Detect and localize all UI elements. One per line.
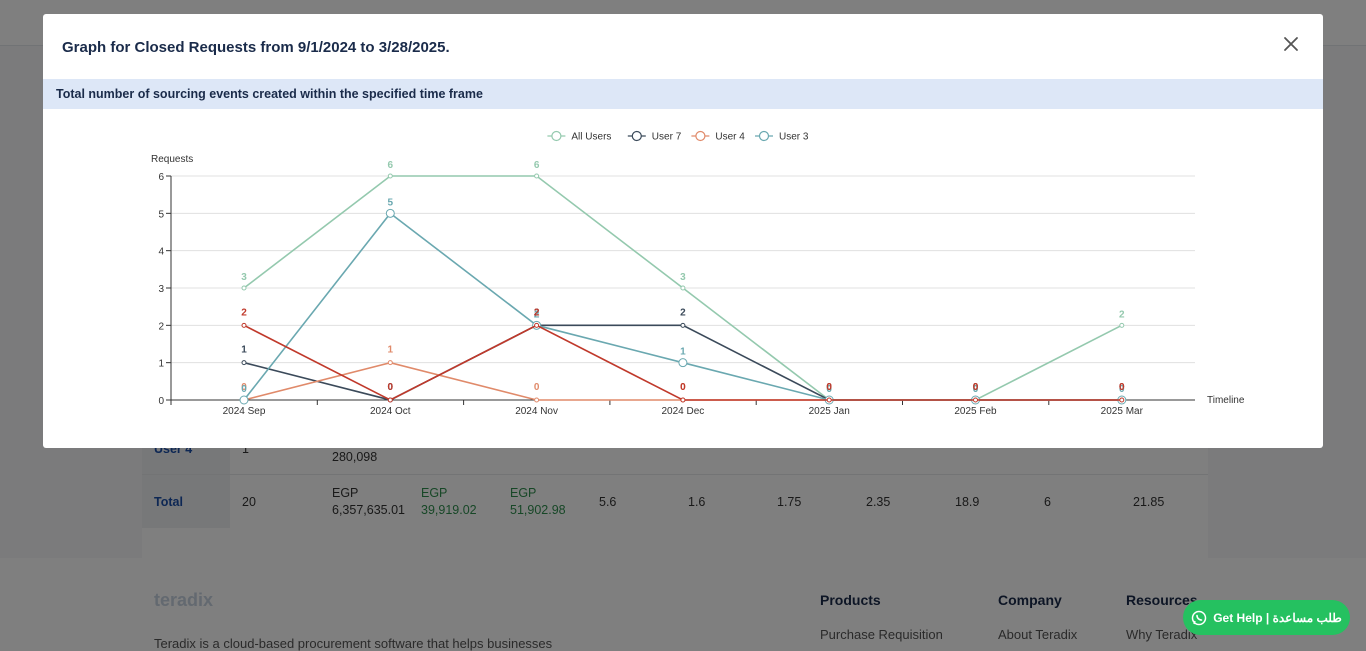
data-point xyxy=(680,397,686,403)
data-label: 6 xyxy=(388,160,394,171)
data-label: 3 xyxy=(241,272,247,283)
data-label: 0 xyxy=(534,382,540,393)
chart-subtitle: Total number of sourcing events created … xyxy=(56,87,483,101)
data-label: 0 xyxy=(680,382,686,393)
y-tick-label: 2 xyxy=(158,321,164,332)
x-tick-label: 2024 Dec xyxy=(661,406,704,417)
data-point xyxy=(680,322,686,328)
data-point xyxy=(534,173,540,179)
data-point xyxy=(826,397,832,403)
data-point xyxy=(241,322,247,328)
legend-label: User 7 xyxy=(652,132,682,143)
data-point xyxy=(680,285,686,291)
data-point xyxy=(387,173,393,179)
y-tick-label: 5 xyxy=(158,209,164,220)
data-point xyxy=(973,397,978,403)
data-label: 2 xyxy=(1119,309,1125,320)
data-point xyxy=(387,360,393,366)
data-label: 2 xyxy=(534,309,540,320)
data-label: 0 xyxy=(1119,382,1125,393)
data-label: 2 xyxy=(241,307,247,318)
data-label: 0 xyxy=(1119,382,1125,393)
data-label: 0 xyxy=(680,382,686,393)
data-label: 0 xyxy=(973,382,979,393)
data-label: 0 xyxy=(241,384,247,395)
data-label: 0 xyxy=(1119,384,1125,395)
data-label: 2 xyxy=(534,307,540,318)
x-tick-label: 2024 Sep xyxy=(223,406,266,417)
data-label: 0 xyxy=(973,382,979,393)
data-point xyxy=(239,395,249,405)
x-tick-label: 2025 Feb xyxy=(954,406,997,417)
legend-marker xyxy=(758,130,770,142)
x-tick-label: 2024 Oct xyxy=(370,406,411,417)
y-axis-label: Requests xyxy=(151,154,193,165)
data-point xyxy=(534,397,540,403)
legend-marker xyxy=(695,130,706,142)
data-label: 2 xyxy=(680,307,686,318)
data-label: 3 xyxy=(680,272,686,283)
graph-modal: Graph for Closed Requests from 9/1/2024 … xyxy=(43,14,1323,448)
y-tick-label: 0 xyxy=(158,396,164,407)
data-label: 0 xyxy=(826,382,832,393)
y-tick-label: 1 xyxy=(158,359,164,370)
data-point xyxy=(1119,397,1125,403)
data-label: 0 xyxy=(1119,382,1125,393)
legend-label: User 3 xyxy=(779,132,809,143)
x-tick-label: 2024 Nov xyxy=(515,406,558,417)
data-point xyxy=(678,358,688,368)
legend-marker xyxy=(551,130,562,142)
get-help-button[interactable]: Get Help | طلب مساعدة xyxy=(1183,600,1350,635)
data-label: 0 xyxy=(388,382,394,393)
data-point xyxy=(1119,322,1125,328)
legend-label: All Users xyxy=(571,132,611,143)
legend-label: User 4 xyxy=(715,132,745,143)
data-label: 0 xyxy=(973,384,979,395)
data-point xyxy=(534,322,540,328)
close-button[interactable] xyxy=(1281,34,1301,54)
y-tick-label: 3 xyxy=(158,284,164,295)
data-label: 0 xyxy=(973,382,979,393)
data-point xyxy=(385,208,395,218)
modal-title: Graph for Closed Requests from 9/1/2024 … xyxy=(62,39,450,56)
data-label: 0 xyxy=(826,382,832,393)
get-help-label: Get Help | طلب مساعدة xyxy=(1213,610,1342,625)
whatsapp-icon xyxy=(1191,610,1207,625)
data-label: 1 xyxy=(388,345,394,356)
data-label: 0 xyxy=(826,384,832,395)
data-point xyxy=(387,397,393,403)
data-point xyxy=(241,285,247,291)
x-tick-label: 2025 Mar xyxy=(1101,406,1144,417)
info-bar: Total number of sourcing events created … xyxy=(43,79,1323,109)
close-icon xyxy=(1284,37,1298,51)
data-label: 1 xyxy=(680,347,686,358)
data-label: 2 xyxy=(534,307,540,318)
y-tick-label: 6 xyxy=(158,172,164,183)
data-label: 1 xyxy=(241,345,247,356)
data-label: 6 xyxy=(534,160,540,171)
line-chart: 0 1 2 3 4 5 6 2024 Sep 2024 Oct 2024 Nov 2024 Dec 2… xyxy=(151,130,1245,417)
x-axis-label: Timeline xyxy=(1207,395,1245,406)
data-label: 0 xyxy=(241,382,247,393)
legend-marker xyxy=(631,130,642,142)
data-label: 0 xyxy=(826,384,832,395)
data-label: 0 xyxy=(826,382,832,393)
x-tick-label: 2025 Jan xyxy=(809,406,850,417)
y-tick-label: 4 xyxy=(158,247,164,258)
data-label: 5 xyxy=(388,197,394,208)
data-point xyxy=(241,360,247,366)
data-label: 0 xyxy=(388,382,394,393)
data-label: 0 xyxy=(973,384,979,395)
